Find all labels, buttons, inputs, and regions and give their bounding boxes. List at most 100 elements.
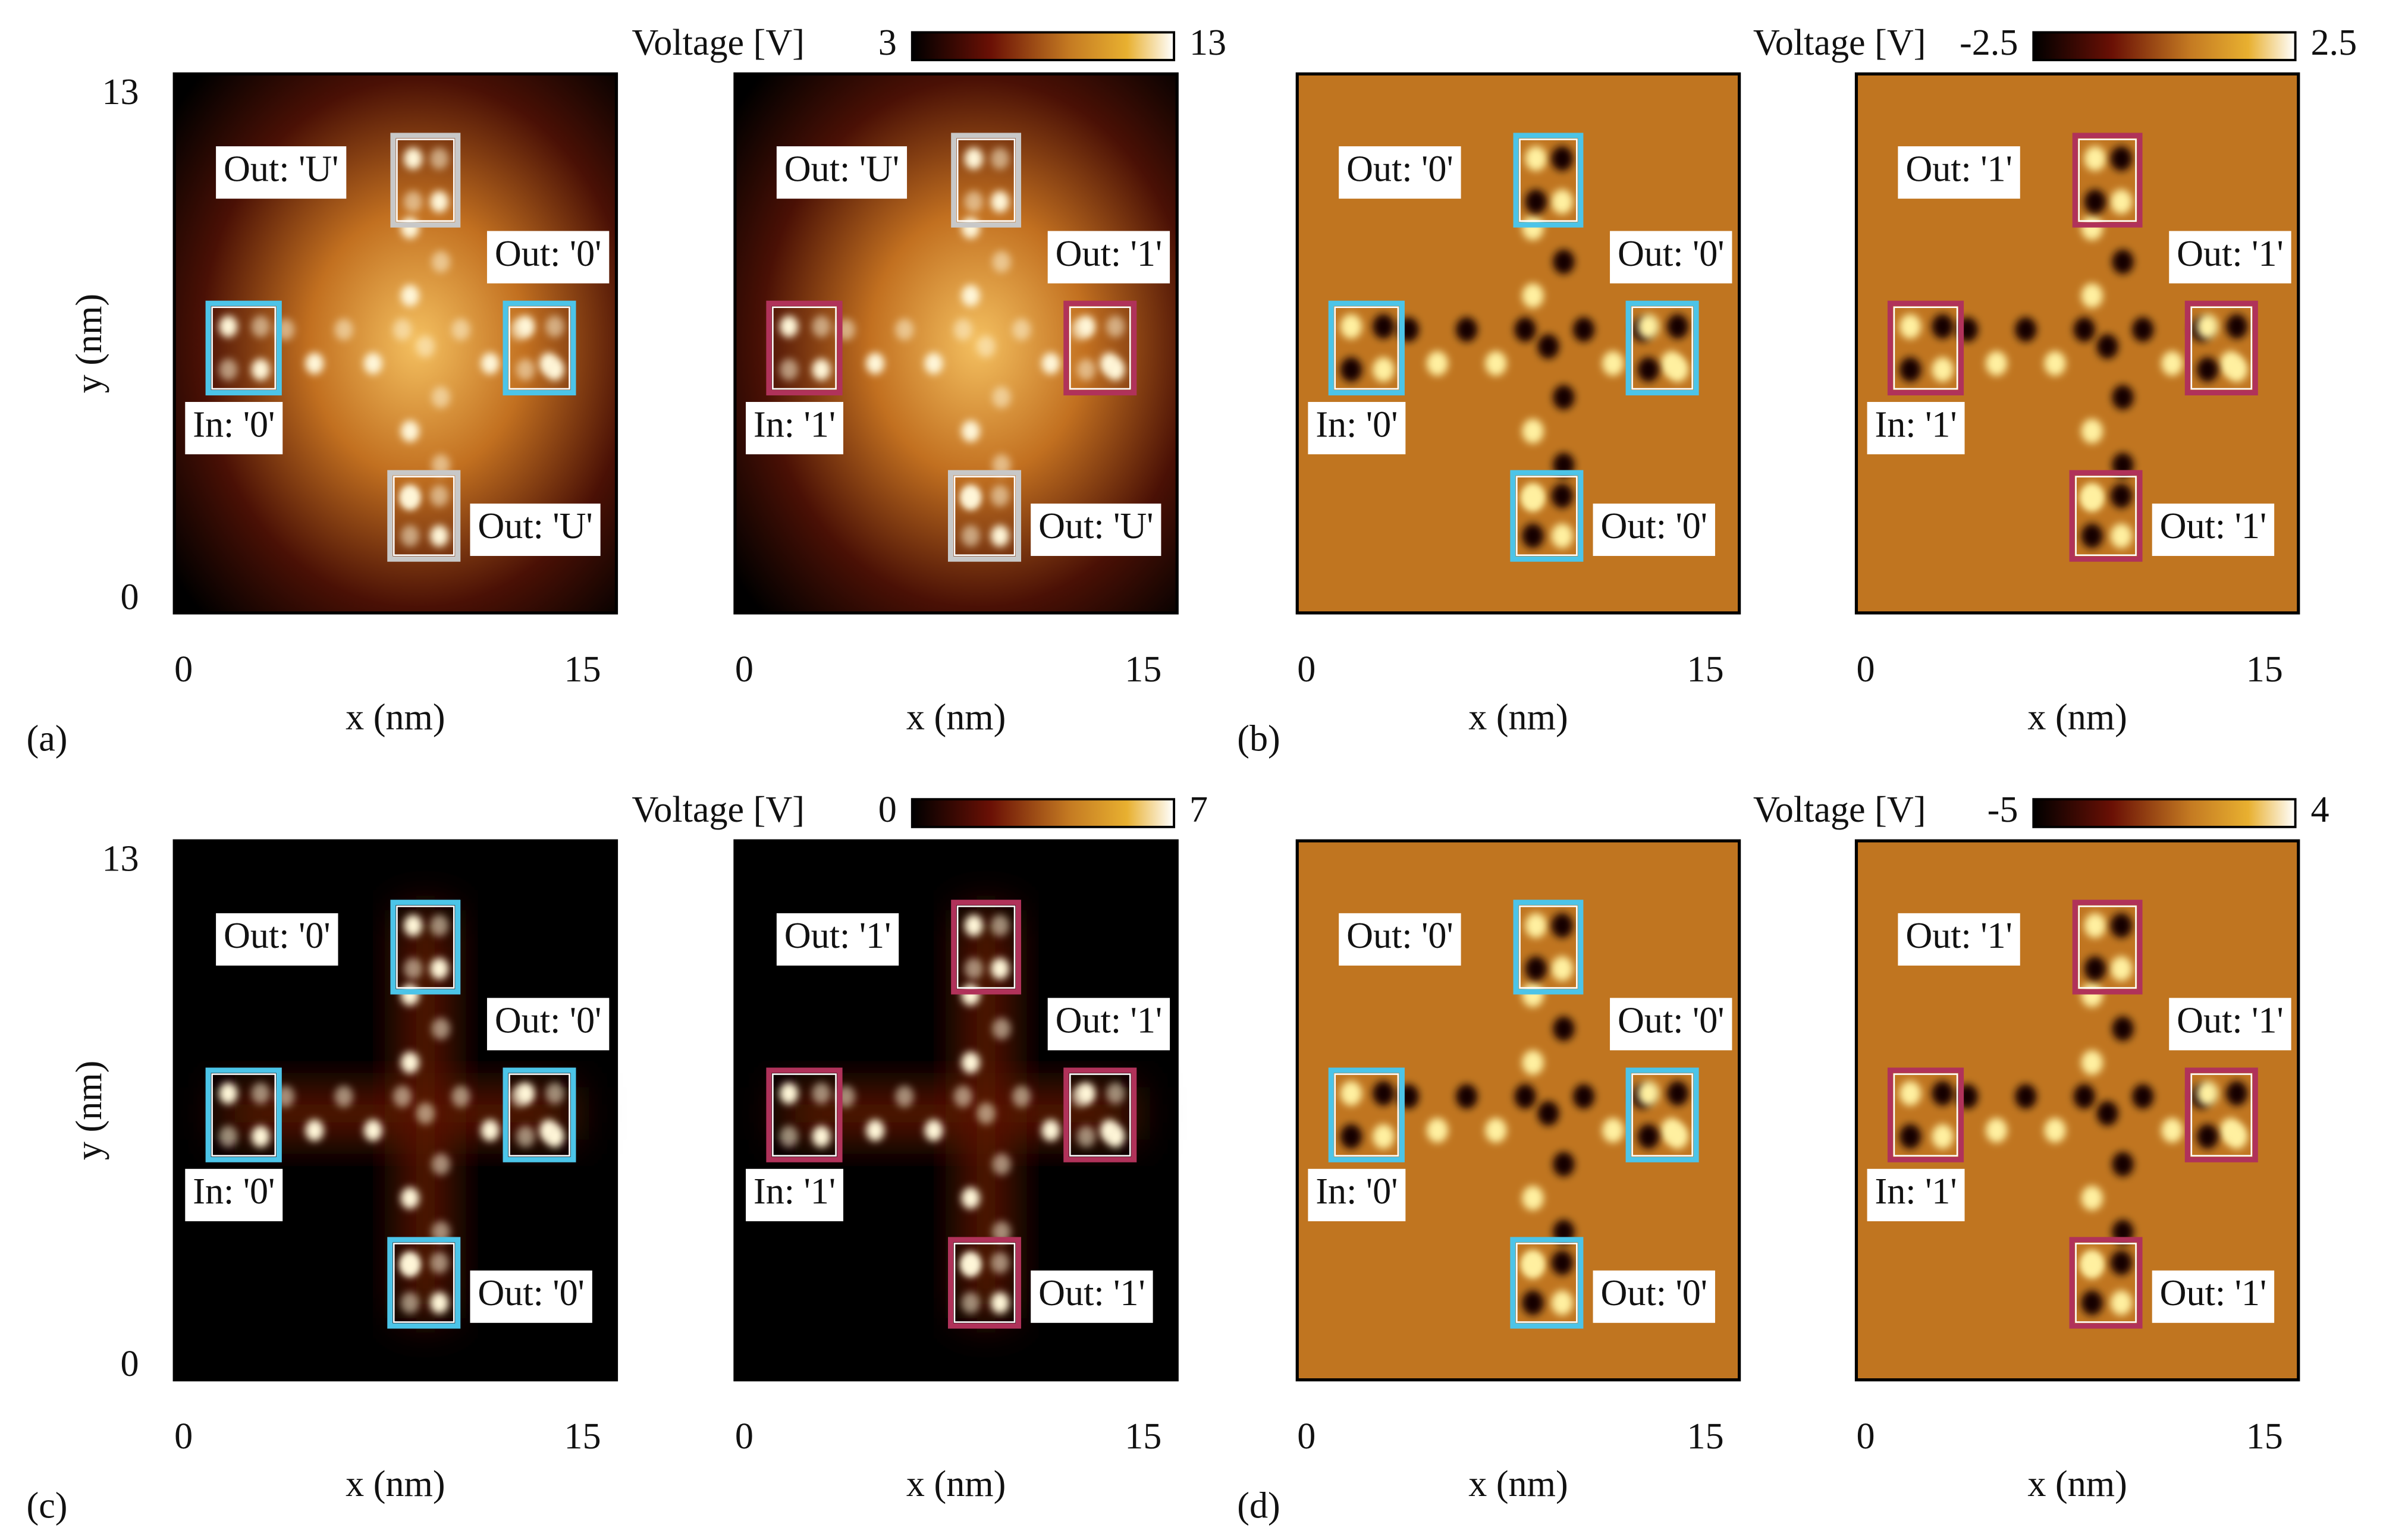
state-box [390, 133, 461, 228]
dot [2096, 334, 2118, 359]
dot [1522, 523, 1544, 549]
annotation: Out: '1' [2177, 1001, 2283, 1041]
dot [1551, 146, 1573, 171]
dot [2132, 317, 2154, 342]
dot [961, 525, 980, 547]
dot [516, 1082, 535, 1105]
dot [2112, 249, 2134, 275]
annotation-bg [1031, 503, 1161, 556]
dot [404, 191, 423, 213]
dot [545, 315, 564, 338]
dot [219, 359, 238, 381]
annotation: Out: 'U' [224, 149, 338, 189]
dot [2081, 483, 2103, 508]
state-box-inner [2190, 1073, 2253, 1157]
dot [964, 147, 983, 169]
dot [1932, 1124, 1954, 1149]
dot [812, 1126, 831, 1148]
dot [1525, 146, 1547, 171]
state-box-inner [396, 905, 455, 989]
y-axis-label: y (nm) [69, 294, 109, 393]
annotation-bg [185, 401, 283, 455]
annotation: Out: 'U' [784, 149, 899, 189]
dot [1106, 359, 1125, 381]
x-axis-label: x (nm) [906, 697, 1006, 737]
x-tick-label: 15 [1687, 649, 1724, 690]
dot [961, 485, 980, 507]
annotation-bg [1339, 913, 1461, 966]
dot [1456, 317, 1478, 342]
dot [977, 1102, 996, 1124]
dot [1551, 913, 1573, 938]
dot [400, 485, 419, 507]
x-tick-label: 0 [174, 649, 193, 690]
dot [1456, 1084, 1478, 1109]
dot [990, 914, 1009, 936]
annotation-bg [1308, 401, 1406, 455]
state-box-inner [393, 476, 455, 556]
x-axis-label: x (nm) [346, 697, 445, 737]
annotation: In: '0' [193, 1171, 275, 1212]
dot [400, 525, 419, 547]
state-box-inner [1334, 306, 1399, 390]
state-box [2072, 133, 2143, 228]
dot [1106, 1126, 1125, 1148]
annotation: Out: '1' [1056, 1001, 1162, 1041]
annotation-bg [1898, 146, 2020, 199]
panel: Out: '0' Out: '0' In: '0' Out: '0' [1295, 72, 1741, 615]
state-box-inner [772, 306, 837, 390]
dot [1551, 1250, 1573, 1275]
x-tick-label: 15 [1125, 1416, 1161, 1457]
dot [2110, 189, 2133, 215]
colorbar-label: Voltage [V] [1753, 790, 1926, 830]
dot [404, 914, 423, 936]
dot [895, 319, 914, 341]
dot [545, 359, 564, 381]
frame [733, 72, 1179, 615]
dot [334, 319, 353, 341]
colorbar [2032, 31, 2297, 61]
dot [431, 251, 450, 273]
state-box [766, 1067, 843, 1162]
dot [2081, 419, 2103, 444]
annotation: Out: 'U' [1038, 506, 1153, 546]
dot [1553, 385, 1575, 410]
dot [1553, 249, 1575, 275]
state-box-inner [1069, 306, 1131, 390]
annotation: In: '1' [1875, 404, 1957, 445]
dot [1106, 1082, 1125, 1105]
dot [2110, 483, 2133, 508]
annotation-bg [1898, 913, 2020, 966]
dot [251, 1126, 270, 1148]
annotation: Out: '1' [1056, 234, 1162, 274]
annotation-bg [486, 231, 610, 284]
dot [363, 1119, 382, 1142]
dot [1666, 1081, 1689, 1106]
annotation: Out: '0' [1346, 916, 1453, 956]
state-box-inner [1516, 1243, 1578, 1323]
state-box [1510, 1237, 1584, 1329]
dot [1666, 314, 1689, 339]
dot [990, 1292, 1009, 1314]
state-box-inner [1631, 306, 1693, 390]
state-box [387, 1237, 461, 1329]
dot [393, 1085, 412, 1108]
dot [1340, 357, 1362, 382]
dot [545, 1082, 564, 1105]
annotation: Out: '0' [1618, 1001, 1724, 1041]
state-box-inner [211, 1073, 277, 1157]
dot [2161, 351, 2183, 376]
dot [2112, 385, 2134, 410]
dot [1012, 319, 1031, 341]
dot [1551, 1290, 1573, 1315]
dot [1525, 189, 1547, 215]
frame [1295, 72, 1741, 615]
y-axis-label: y (nm) [69, 1061, 109, 1160]
dot [481, 1119, 500, 1142]
dot [953, 319, 972, 341]
annotation: Out: 'U' [478, 506, 592, 546]
dot [1522, 283, 1544, 308]
dot [2015, 1084, 2037, 1109]
annotation-bg [2152, 1270, 2275, 1323]
